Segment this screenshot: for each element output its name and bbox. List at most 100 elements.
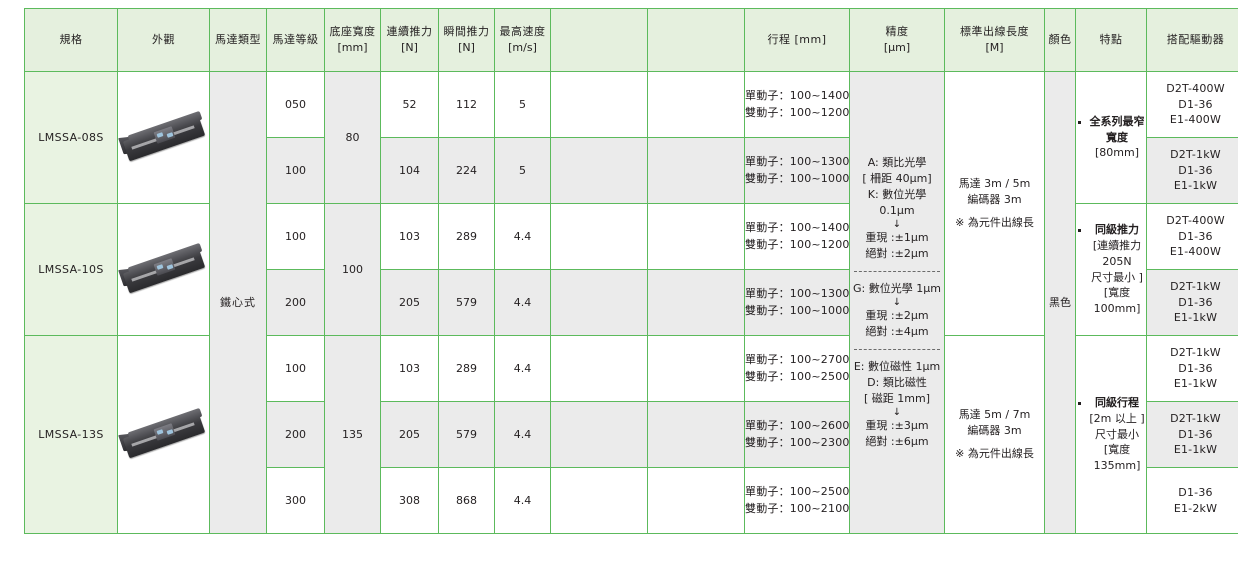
cell-peak-force: 112: [439, 72, 495, 138]
header-label: 標準出線長度: [960, 25, 1029, 38]
cell-driver: D2T-1kW D1-36 E1-1kW: [1147, 270, 1238, 336]
cell-driver: D1-36 E1-2kW: [1147, 468, 1238, 534]
driver-model: E1-400W: [1147, 112, 1238, 128]
cell-continuous-force: 103: [381, 336, 439, 402]
cell-blank-2: [648, 72, 745, 138]
cell-spec-name: LMSSA-10S: [25, 204, 118, 336]
header-unit: [N]: [439, 40, 494, 56]
header-label: 搭配驅動器: [1167, 33, 1225, 46]
linear-stage-icon: [121, 407, 207, 463]
cell-base-width: 100: [325, 204, 381, 336]
down-arrow-icon: ↓: [850, 219, 944, 230]
cell-spec-name: LMSSA-08S: [25, 72, 118, 204]
header-cell-spec: 規格: [25, 9, 118, 72]
cell-driver: D2T-400W D1-36 E1-400W: [1147, 72, 1238, 138]
table-row: LMSSA-08S 鐵心式 050 80 52 112 5: [25, 72, 1238, 138]
cell-continuous-force: 103: [381, 204, 439, 270]
cell-blank-1: [551, 72, 648, 138]
cell-blank-1: [551, 270, 648, 336]
cell-max-speed: 4.4: [495, 336, 551, 402]
stroke-single: 單動子：100~1300: [745, 154, 849, 171]
cell-max-speed: 4.4: [495, 204, 551, 270]
cell-blank-2: [648, 270, 745, 336]
feature-item: 同級行程 [2m 以上 ] 尺寸最小 [寬度 135mm]: [1076, 395, 1146, 475]
table-body: LMSSA-08S 鐵心式 050 80 52 112 5: [25, 72, 1238, 534]
cell-spec-name: LMSSA-13S: [25, 336, 118, 534]
cable-encoder: 編碼器 3m: [945, 192, 1044, 208]
driver-model: E1-1kW: [1147, 376, 1238, 392]
cell-blank-2: [648, 138, 745, 204]
header-cell-blank-2: [648, 9, 745, 72]
cell-blank-2: [648, 402, 745, 468]
header-cell-appearance: 外觀: [118, 9, 210, 72]
cell-blank-2: [648, 204, 745, 270]
accuracy-divider: [854, 349, 940, 350]
header-label: 精度: [886, 25, 909, 38]
header-unit: [m/s]: [495, 40, 550, 56]
feature-line: 尺寸最小 ]: [1088, 270, 1146, 286]
header-label: 馬達類型: [215, 33, 261, 46]
cell-stroke: 單動子：100~2700 雙動子：100~2500: [745, 336, 850, 402]
accuracy-line: K: 數位光學 0.1µm: [850, 187, 944, 219]
cell-peak-force: 579: [439, 402, 495, 468]
cell-continuous-force: 104: [381, 138, 439, 204]
feature-line: [寬度 135mm]: [1088, 442, 1146, 474]
cell-stroke: 單動子：100~1400 雙動子：100~1200: [745, 204, 850, 270]
accuracy-group-magnetic: E: 數位磁性 1µm D: 類比磁性 [ 磁距 1mm] ↓ 重現 :±3µm…: [850, 357, 944, 452]
feature-line: [連續推力 205N: [1088, 238, 1146, 270]
cell-cable-length: 馬達 3m / 5m 編碼器 3m ※ 為元件出線長: [945, 72, 1045, 336]
cell-driver: D2T-400W D1-36 E1-400W: [1147, 204, 1238, 270]
cell-stroke: 單動子：100~1400 雙動子：100~1200: [745, 72, 850, 138]
cable-motor: 馬達 3m / 5m: [945, 176, 1044, 192]
cell-cable-length: 馬達 5m / 7m 編碼器 3m ※ 為元件出線長: [945, 336, 1045, 534]
cell-continuous-force: 205: [381, 270, 439, 336]
feature-line: 尺寸最小: [1088, 427, 1146, 443]
accuracy-absolute: 絕對 :±2µm: [850, 246, 944, 262]
stroke-single: 單動子：100~1300: [745, 286, 849, 303]
driver-model: D1-36: [1147, 295, 1238, 311]
stroke-double: 雙動子：100~1000: [745, 303, 849, 320]
down-arrow-icon: ↓: [850, 297, 944, 308]
stroke-double: 雙動子：100~1200: [745, 105, 849, 122]
driver-model: D1-36: [1147, 163, 1238, 179]
accuracy-line: [ 磁距 1mm]: [850, 391, 944, 407]
cell-peak-force: 224: [439, 138, 495, 204]
cell-appearance: [118, 72, 210, 204]
header-cell-peak-force: 瞬間推力 [N]: [439, 9, 495, 72]
accuracy-line: A: 類比光學: [850, 155, 944, 171]
header-unit: [N]: [381, 40, 438, 56]
driver-model: D1-36: [1147, 427, 1238, 443]
stroke-double: 雙動子：100~2300: [745, 435, 849, 452]
down-arrow-icon: ↓: [850, 407, 944, 418]
driver-model: E1-1kW: [1147, 442, 1238, 458]
header-cell-motor-grade: 馬達等級: [267, 9, 325, 72]
driver-model: E1-2kW: [1147, 501, 1238, 517]
cell-max-speed: 4.4: [495, 468, 551, 534]
cell-appearance: [118, 336, 210, 534]
cell-feature: 同級行程 [2m 以上 ] 尺寸最小 [寬度 135mm]: [1076, 336, 1147, 534]
accuracy-absolute: 絕對 :±4µm: [850, 324, 944, 340]
accuracy-absolute: 絕對 :±6µm: [850, 434, 944, 450]
cable-motor: 馬達 5m / 7m: [945, 407, 1044, 423]
cell-motor-grade: 100: [267, 204, 325, 270]
header-cell-cable-length: 標準出線長度 [M]: [945, 9, 1045, 72]
header-label: 外觀: [152, 33, 175, 46]
header-cell-accuracy: 精度 [µm]: [850, 9, 945, 72]
cell-stroke: 單動子：100~2600 雙動子：100~2300: [745, 402, 850, 468]
stroke-single: 單動子：100~1400: [745, 88, 849, 105]
stroke-single: 單動子：100~2600: [745, 418, 849, 435]
accuracy-repeatability: 重現 :±1µm: [850, 230, 944, 246]
driver-model: D2T-1kW: [1147, 345, 1238, 361]
driver-model: D2T-1kW: [1147, 147, 1238, 163]
cell-accuracy: A: 類比光學 [ 柵距 40µm] K: 數位光學 0.1µm ↓ 重現 :±…: [850, 72, 945, 534]
cell-appearance: [118, 204, 210, 336]
cell-peak-force: 868: [439, 468, 495, 534]
cell-motor-grade: 300: [267, 468, 325, 534]
accuracy-line: [ 柵距 40µm]: [850, 171, 944, 187]
feature-head: 同級推力: [1088, 222, 1146, 238]
stroke-single: 單動子：100~2500: [745, 484, 849, 501]
header-label: 顏色: [1049, 33, 1072, 46]
feature-item: 全系列最窄寬度 [80mm]: [1076, 114, 1146, 162]
cell-continuous-force: 308: [381, 468, 439, 534]
cell-motor-grade: 050: [267, 72, 325, 138]
